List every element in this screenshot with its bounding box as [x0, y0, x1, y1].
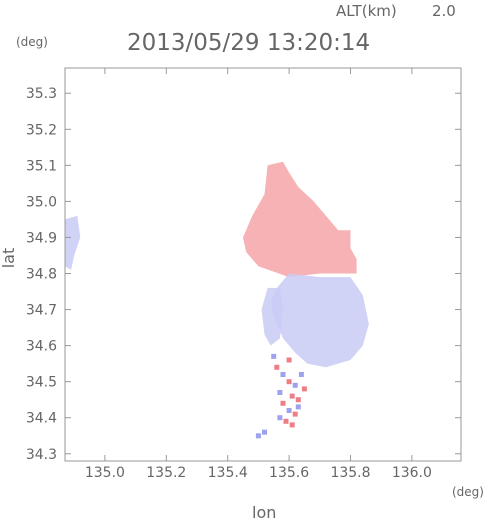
- echo-point-1: [280, 372, 286, 377]
- echo-point-0: [274, 364, 280, 370]
- y-tick-label: 35.0: [26, 194, 57, 210]
- echo-point-5: [289, 393, 295, 399]
- x-tick-label: 136.0: [392, 465, 432, 481]
- y-tick-label: 35.1: [26, 158, 57, 174]
- x-axis-label: lon: [252, 503, 276, 521]
- region-central-blue-zone: [270, 273, 369, 368]
- echo-point-8: [286, 408, 292, 413]
- echo-point-15: [277, 415, 283, 421]
- echo-point-10: [283, 418, 289, 424]
- region-far-west-blue-strip: [65, 215, 81, 270]
- echo-point-16: [262, 429, 267, 435]
- region-north-red-zone: [243, 161, 357, 278]
- echo-point-17: [255, 433, 261, 439]
- x-tick-label: 135.8: [330, 465, 370, 481]
- echo-point-14: [286, 357, 292, 363]
- y-tick-label: 34.3: [26, 447, 57, 463]
- y-axis-label: lat: [0, 248, 18, 269]
- echo-point-11: [289, 422, 295, 428]
- chart-title-timestamp: 2013/05/29 13:20:14: [127, 30, 370, 56]
- echo-point-13: [271, 353, 277, 359]
- echo-point-12: [298, 372, 304, 377]
- axis-ticks: 135.0 135.2 135.4 135.6 135.8 136.0 34.3 34.4 34…: [26, 68, 461, 481]
- echo-point-2: [286, 379, 292, 385]
- y-tick-label: 34.9: [26, 230, 57, 246]
- velocity-field: [65, 161, 369, 439]
- y-tick-label: 34.8: [26, 267, 57, 283]
- y-tick-label: 34.4: [26, 411, 57, 427]
- y-tick-label: 35.3: [26, 86, 57, 102]
- echo-point-18: [301, 386, 307, 392]
- y-tick-label: 35.2: [26, 122, 57, 138]
- y-tick-label: 34.6: [26, 339, 57, 355]
- y-unit-label: (deg): [16, 35, 48, 49]
- echo-point-3: [292, 382, 298, 388]
- echo-point-19: [295, 404, 301, 410]
- echo-point-7: [295, 397, 301, 403]
- echo-point-6: [280, 400, 286, 406]
- plot-frame: [64, 67, 462, 462]
- altitude-label: ALT(km): [336, 2, 397, 20]
- echo-point-4: [277, 390, 283, 395]
- x-tick-label: 135.6: [269, 465, 309, 481]
- x-tick-label: 135.0: [85, 465, 125, 481]
- x-tick-label: 135.2: [146, 465, 186, 481]
- region-west-blue-patch: [261, 287, 283, 346]
- y-tick-label: 34.7: [26, 303, 57, 319]
- x-unit-label: (deg): [452, 485, 484, 499]
- x-tick-label: 135.4: [208, 465, 248, 481]
- y-tick-label: 34.5: [26, 375, 57, 391]
- altitude-value: 2.0: [432, 2, 456, 20]
- echo-point-9: [292, 411, 298, 417]
